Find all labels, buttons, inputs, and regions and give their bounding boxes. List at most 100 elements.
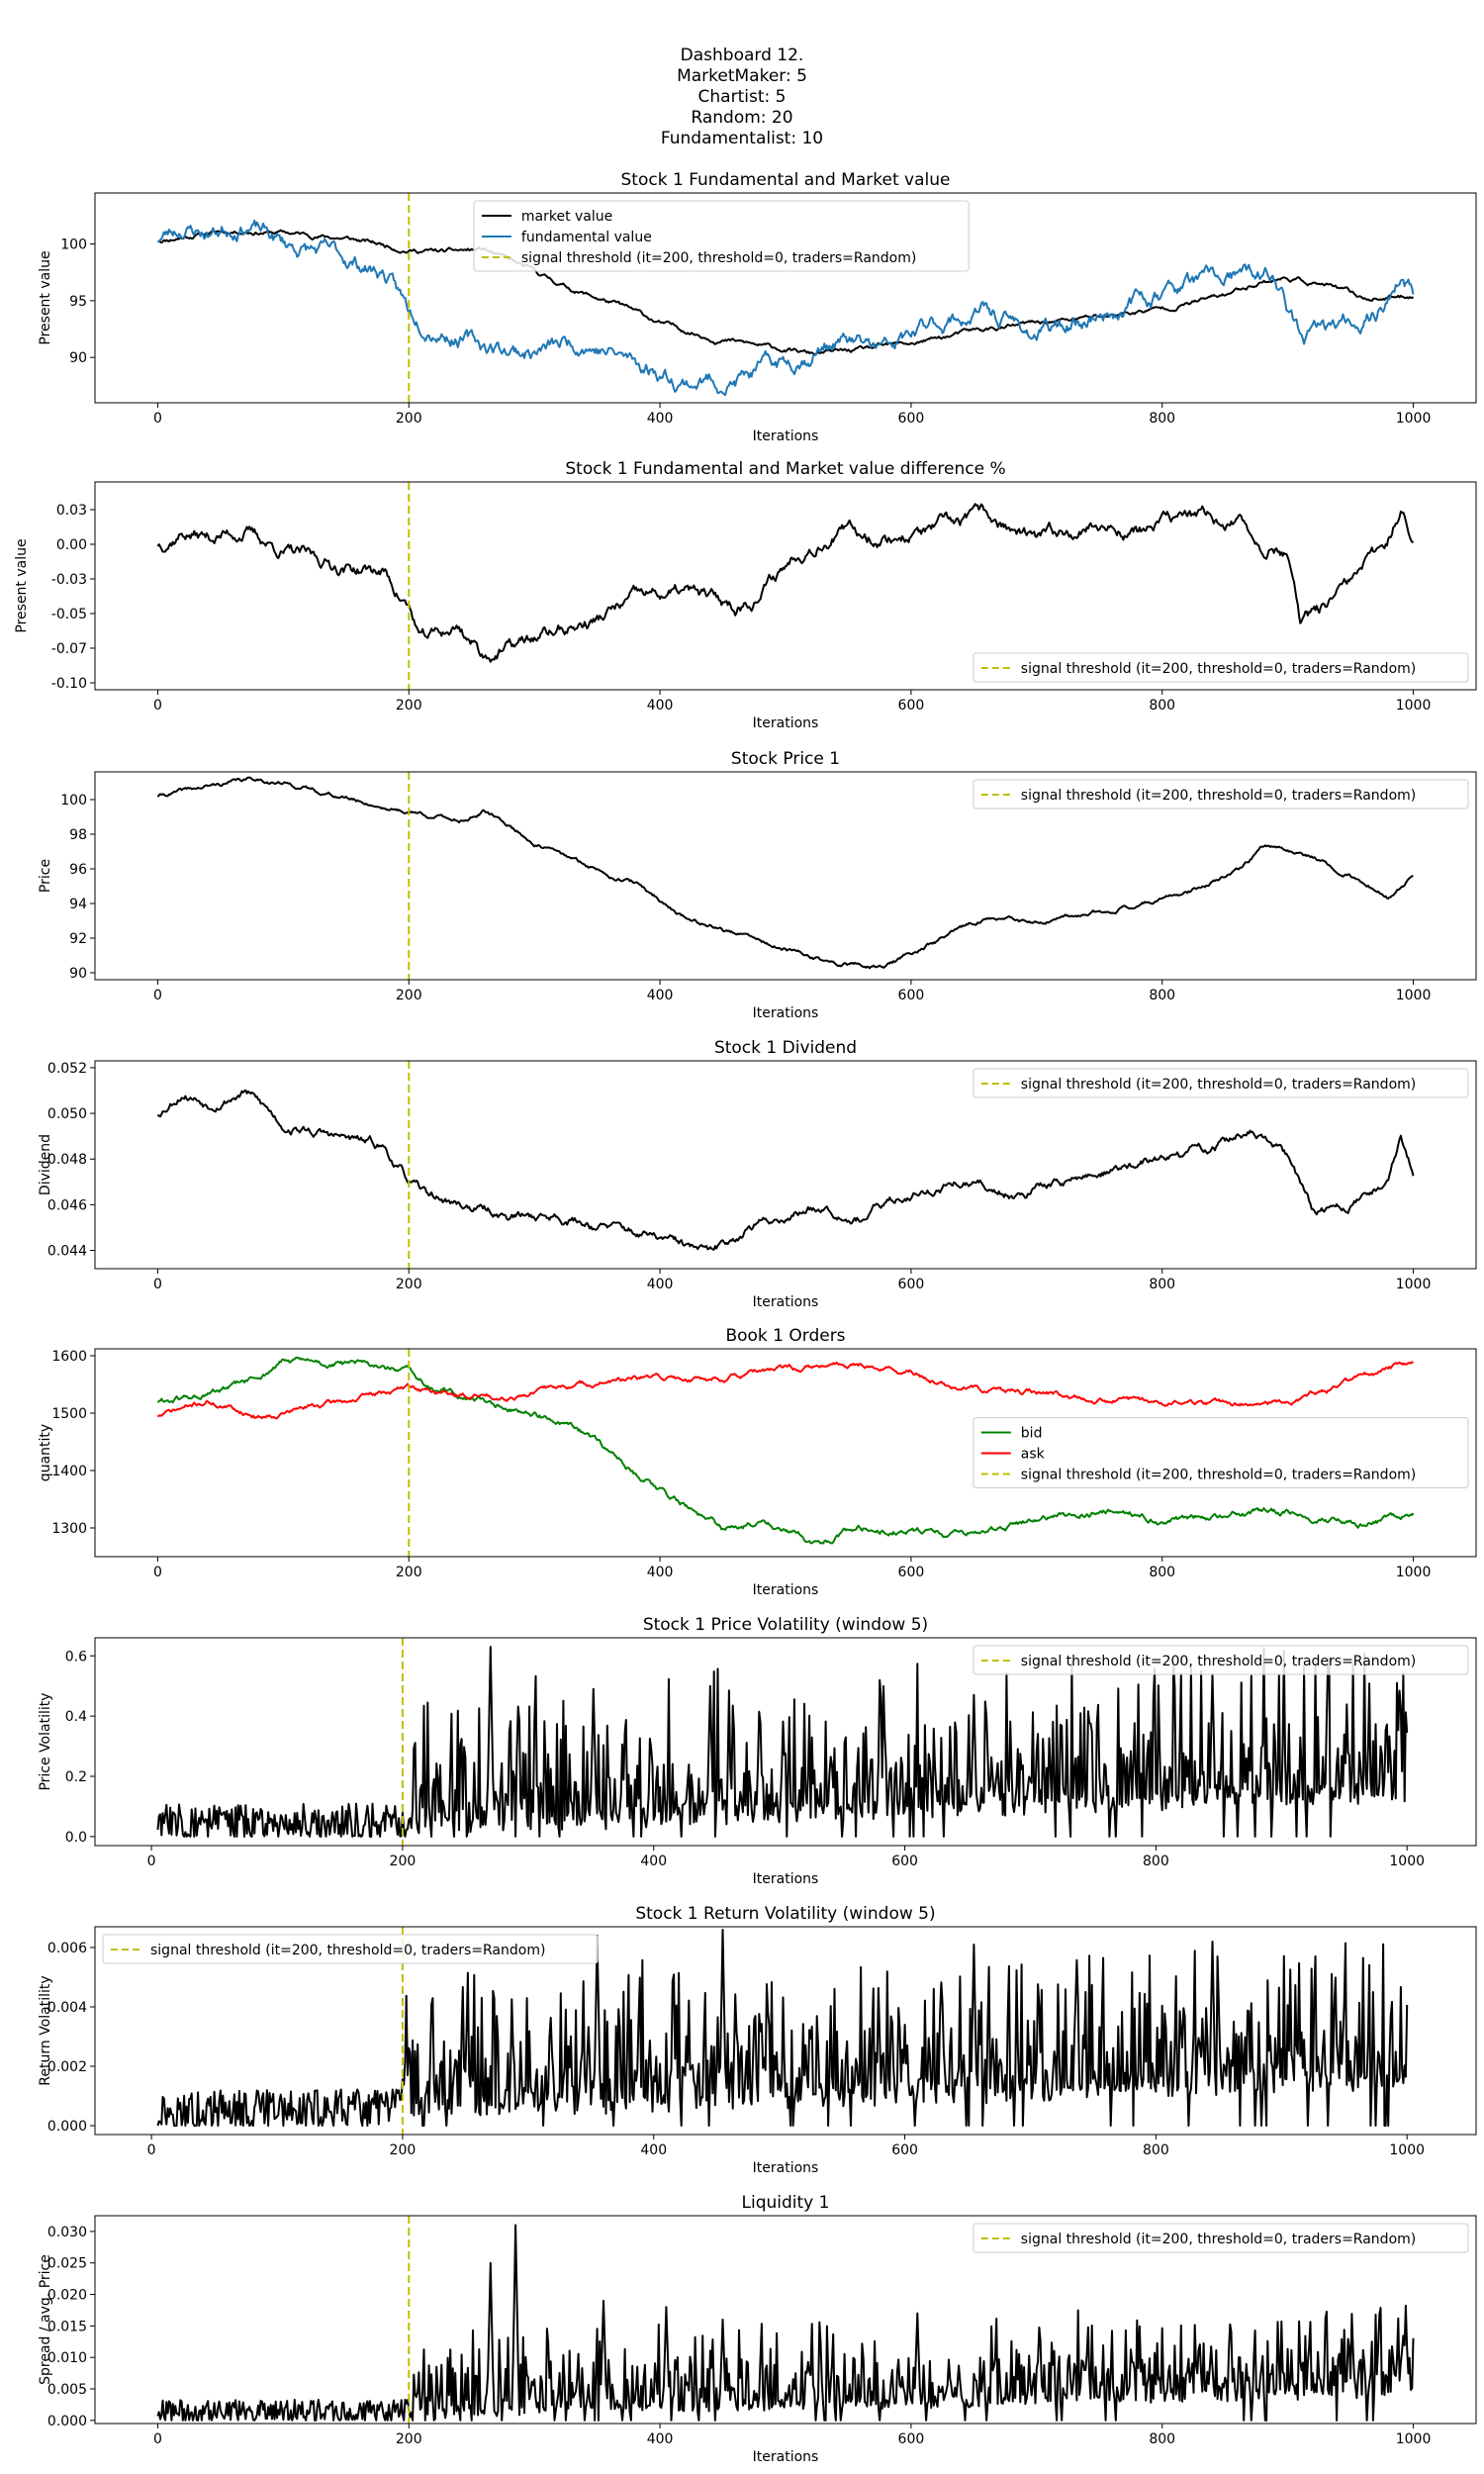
x-tick-label: 600 [898,988,925,1003]
x-tick-label: 600 [898,698,925,714]
x-tick-label: 200 [396,1565,422,1580]
plot-frame [94,2215,1477,2425]
chart-title: Stock 1 Return Volatility (window 5) [635,1904,935,1924]
y-axis-label: quantity [38,1424,53,1481]
y-tick-label: -0.07 [51,641,87,657]
x-tick-label: 400 [647,988,674,1003]
x-tick-label: 800 [1149,1565,1175,1580]
x-tick-label: 1000 [1389,1854,1425,1869]
legend-label: signal threshold (it=200, threshold=0, t… [1021,661,1416,677]
legend-label: signal threshold (it=200, threshold=0, t… [1021,788,1416,804]
y-tick-label: 0.000 [47,2414,87,2429]
legend-box [973,1417,1469,1488]
x-tick-label: 800 [1149,988,1175,1003]
x-tick-label: 600 [898,1565,925,1580]
x-tick-label: 800 [1143,1854,1169,1869]
y-axis-label: Return Volatility [38,1975,53,2085]
series-line-fundamental-value [157,219,1415,397]
header-line-marketmaker: MarketMaker: 5 [677,66,807,86]
legend-box [973,1068,1469,1098]
chart-panel-7: Stock 1 Return Volatility (window 5) 0 200… [38,1904,1477,2176]
chart-title: Liquidity 1 [742,2193,830,2213]
x-tick-label: 600 [898,1277,925,1292]
y-tick-label: 92 [69,931,87,947]
legend-label: signal threshold (it=200, threshold=0, t… [1021,2232,1416,2247]
y-tick-label: 1600 [51,1349,87,1365]
y-tick-label: 0.4 [65,1709,87,1725]
x-tick-label: 600 [898,2431,925,2447]
y-tick-label: 0.000 [47,2119,87,2135]
y-tick-label: 0.6 [65,1649,87,1665]
x-tick-label: 800 [1149,2431,1175,2447]
series-line-main [156,776,1414,970]
series-line-main [156,1089,1415,1251]
legend-label: signal threshold (it=200, threshold=0, t… [1021,1654,1416,1669]
legend-label: signal threshold (it=200, threshold=0, t… [1021,1468,1416,1483]
x-tick-label: 0 [153,1277,162,1292]
y-tick-label: 0.010 [47,2350,87,2366]
y-tick-label: 96 [69,862,87,878]
y-tick-label: 0.015 [47,2319,87,2334]
series-line-main [156,1929,1409,2127]
legend: signal threshold (it=200, threshold=0, t… [973,1645,1469,1675]
y-tick-label: 1400 [51,1464,87,1479]
x-tick-label: 400 [647,1565,674,1580]
y-axis-label: Dividend [38,1134,53,1195]
x-tick-label: 1000 [1396,1277,1432,1292]
y-axis-label: Present value [14,538,30,632]
plot-frame [94,192,1477,404]
header-line-fundamentalist: Fundamentalist: 10 [660,129,824,148]
legend-box [102,1934,599,1964]
x-axis-label: Iterations [753,2449,819,2465]
x-tick-label: 1000 [1396,411,1432,427]
x-axis-label: Iterations [753,1294,819,1310]
x-tick-label: 200 [396,2431,422,2447]
x-tick-label: 200 [390,1854,417,1869]
y-tick-label: 0.004 [47,2000,87,2016]
legend-label: bid [1021,1426,1043,1442]
x-tick-label: 0 [153,698,162,714]
x-tick-label: 1000 [1396,2431,1432,2447]
legend-label: market value [521,209,612,225]
y-tick-label: 1300 [51,1521,87,1537]
legend: signal threshold (it=200, threshold=0, t… [973,652,1469,683]
y-axis-label: Spread / avg. Price [38,2254,53,2385]
series-line-market-value [157,229,1415,356]
y-tick-label: -0.05 [51,607,87,622]
chart-panel-8: Liquidity 1 0 200 400 600 800 1000 0.000 0.005 0.… [38,2193,1477,2465]
legend-box [973,779,1469,809]
y-tick-label: 0.005 [47,2382,87,2398]
chart-panel-5: Book 1 Orders 0 200 400 600 800 1000 1300 1400 15… [38,1326,1477,1598]
y-tick-label: 90 [69,350,87,366]
chart-title: Stock 1 Price Volatility (window 5) [643,1615,928,1635]
legend-box [973,1645,1469,1675]
plot-frame [94,1348,1477,1558]
legend: signal threshold (it=200, threshold=0, t… [973,1068,1469,1098]
x-tick-label: 400 [647,2431,674,2447]
legend-label: signal threshold (it=200, threshold=0, t… [521,250,916,266]
y-tick-label: 1500 [51,1406,87,1422]
x-tick-label: 600 [891,2142,918,2158]
x-tick-label: 400 [640,2142,667,2158]
legend: market value fundamental value signal thre… [473,200,970,272]
dashboard-header: Dashboard 12. MarketMaker: 5 Chartist: 5… [0,46,1484,149]
legend-label: signal threshold (it=200, threshold=0, t… [1021,1077,1416,1093]
x-tick-label: 0 [153,2431,162,2447]
x-tick-label: 0 [153,1565,162,1580]
x-tick-label: 400 [647,1277,674,1292]
y-tick-label: 94 [69,897,87,912]
x-tick-label: 200 [396,988,422,1003]
x-tick-label: 800 [1143,2142,1169,2158]
y-tick-label: 0.00 [56,537,87,553]
y-tick-label: 0.030 [47,2225,87,2240]
y-axis-label: Price Volatility [38,1692,53,1790]
chart-title: Stock 1 Fundamental and Market value dif… [565,459,1005,479]
legend-box [473,200,970,272]
x-axis-label: Iterations [753,715,819,731]
x-axis-label: Iterations [753,1871,819,1887]
plot-frame [94,771,1477,981]
x-tick-label: 0 [147,2142,156,2158]
plot-frame [94,1637,1477,1847]
series-line-bid [156,1356,1415,1545]
